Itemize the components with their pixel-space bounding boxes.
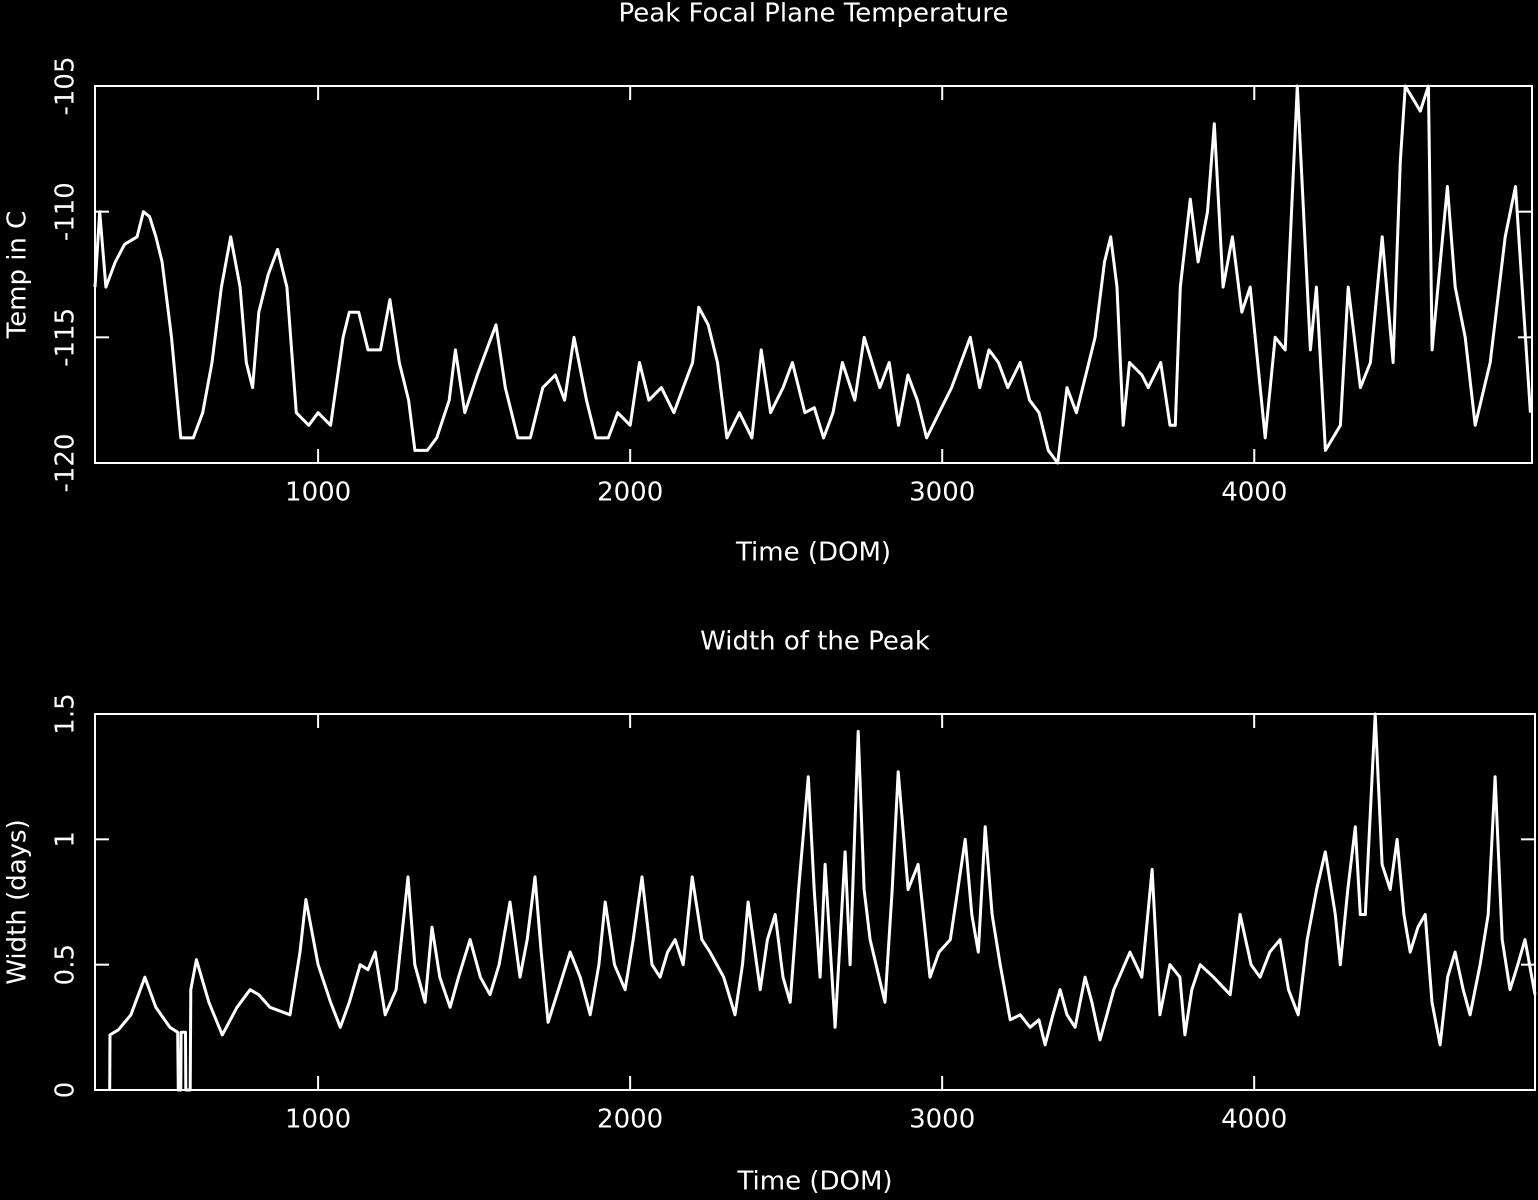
x-tick-label: 1000	[285, 478, 351, 508]
x-axis-label: Time (DOM)	[735, 538, 891, 568]
y-tick-label: 0.5	[51, 944, 81, 985]
chart-title: Width of the Peak	[700, 627, 930, 657]
plot-frame	[94, 85, 1533, 464]
chart-title: Peak Focal Plane Temperature	[619, 0, 1009, 29]
x-tick-label: 1000	[285, 1105, 351, 1135]
x-axis-label: Time (DOM)	[736, 1167, 892, 1197]
x-tick-label: 4000	[1221, 1105, 1287, 1135]
x-tick-label: 2000	[597, 1105, 663, 1135]
y-tick-label: 1.5	[51, 693, 81, 734]
y-axis-label: Width (days)	[3, 819, 33, 984]
y-tick-label: -115	[51, 308, 81, 367]
y-tick-label: 0	[51, 1082, 81, 1099]
plot-frame	[94, 713, 1536, 1091]
y-tick-label: -110	[51, 182, 81, 241]
data-line	[93, 84, 1532, 465]
x-tick-label: 3000	[909, 478, 975, 508]
data-line	[108, 712, 1537, 1092]
y-tick-label: -105	[51, 56, 81, 115]
y-tick-label: 1	[51, 831, 81, 848]
x-tick-label: 4000	[1221, 478, 1287, 508]
y-tick-label: -120	[51, 433, 81, 492]
x-tick-label: 3000	[909, 1105, 975, 1135]
y-axis-label: Temp in C	[3, 211, 33, 340]
x-tick-label: 2000	[597, 478, 663, 508]
